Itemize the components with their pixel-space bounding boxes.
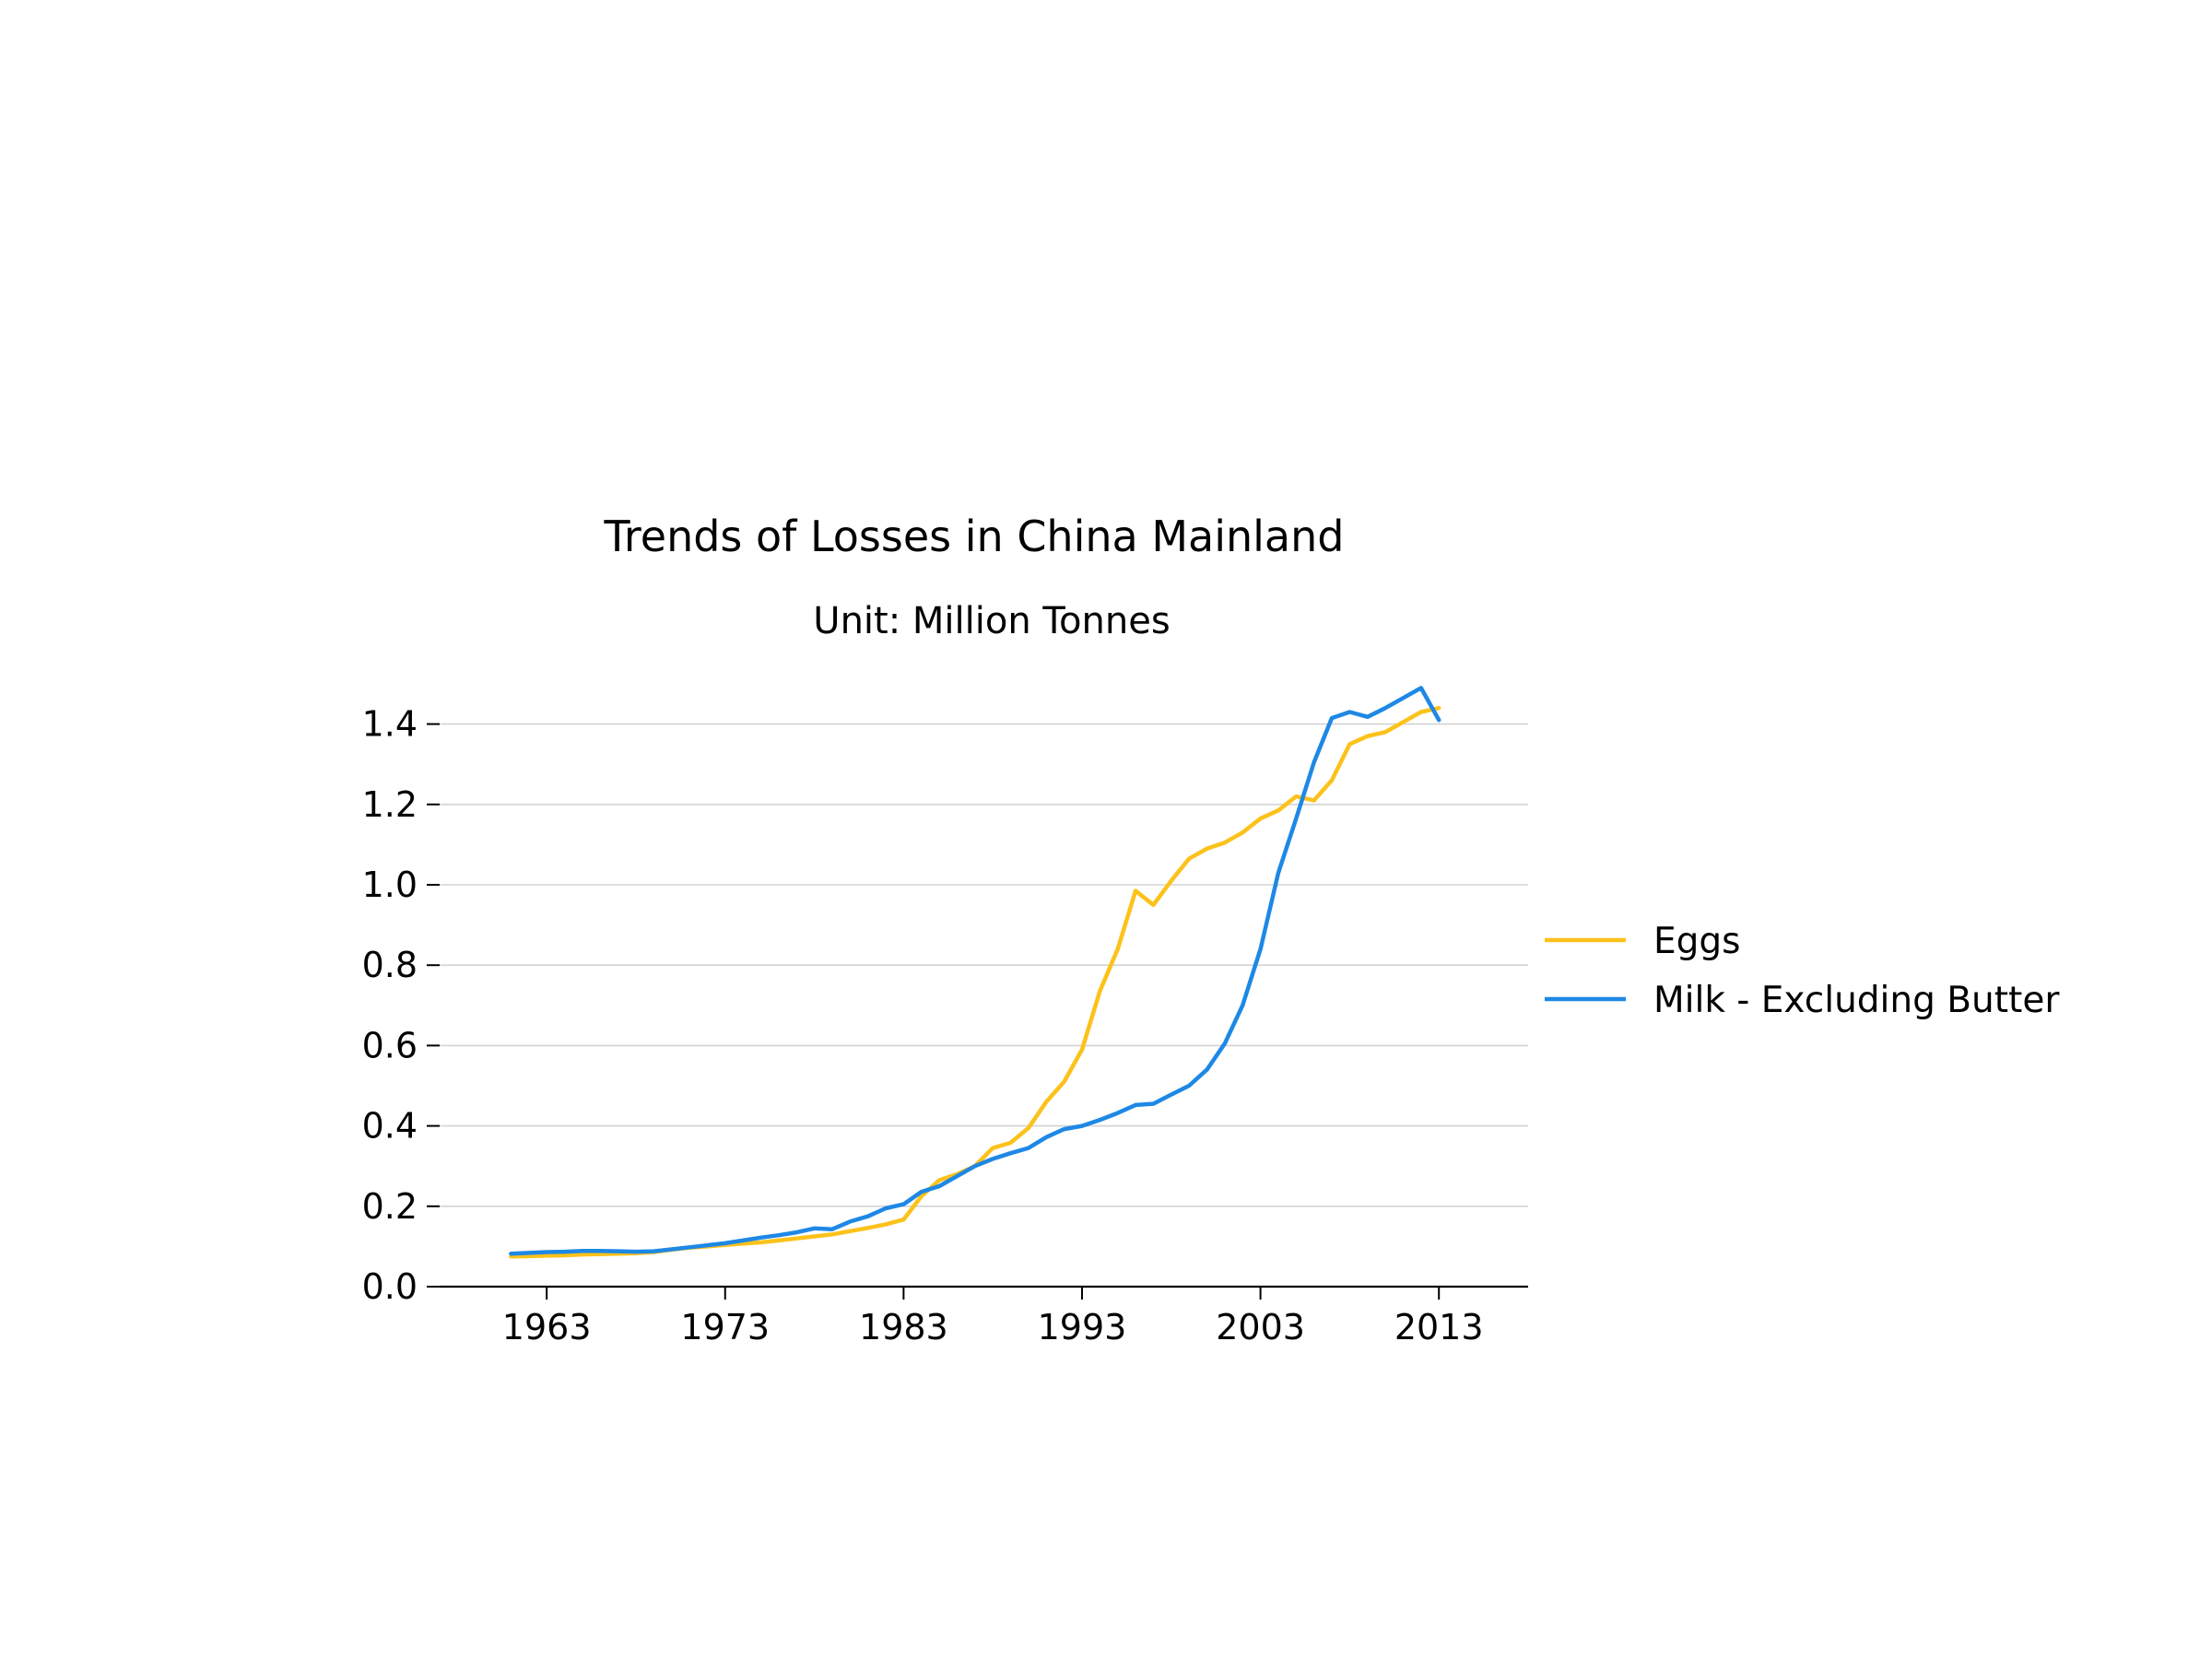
series-line-eggs — [509, 705, 1441, 1259]
x-tick-label: 2013 — [1394, 1307, 1484, 1347]
y-tick-label: 0.8 — [362, 945, 418, 985]
y-tick-label: 0.0 — [362, 1266, 418, 1307]
y-tick-label: 0.6 — [362, 1025, 418, 1065]
chart-title: Trends of Losses in China Mainland — [604, 512, 1345, 561]
legend: Eggs Milk - Excluding Butter — [1545, 921, 2060, 1021]
x-tick-label: 1973 — [680, 1307, 770, 1347]
series-line-milk — [509, 686, 1441, 1256]
y-tick-label: 1.4 — [362, 704, 418, 745]
y-tick-label: 1.0 — [362, 865, 418, 905]
x-tick-label: 1963 — [502, 1307, 592, 1347]
y-tick-label: 0.4 — [362, 1106, 418, 1147]
legend-label-eggs: Eggs — [1653, 921, 1740, 962]
series-lines — [509, 686, 1441, 1259]
x-tick-label: 1983 — [859, 1307, 948, 1347]
legend-label-milk: Milk - Excluding Butter — [1653, 980, 2060, 1021]
y-tick-label: 1.2 — [362, 784, 418, 825]
x-tick-label: 2003 — [1216, 1307, 1305, 1347]
x-tick-label: 1993 — [1038, 1307, 1127, 1347]
y-tick-label: 0.2 — [362, 1186, 418, 1227]
chart-subtitle: Unit: Million Tonnes — [813, 600, 1170, 642]
grid-lines — [440, 723, 1528, 1207]
axes: 0.0 0.2 0.4 0.6 0.8 1.0 1.2 1.4 1963 1973 1983 1993… — [362, 704, 1528, 1347]
